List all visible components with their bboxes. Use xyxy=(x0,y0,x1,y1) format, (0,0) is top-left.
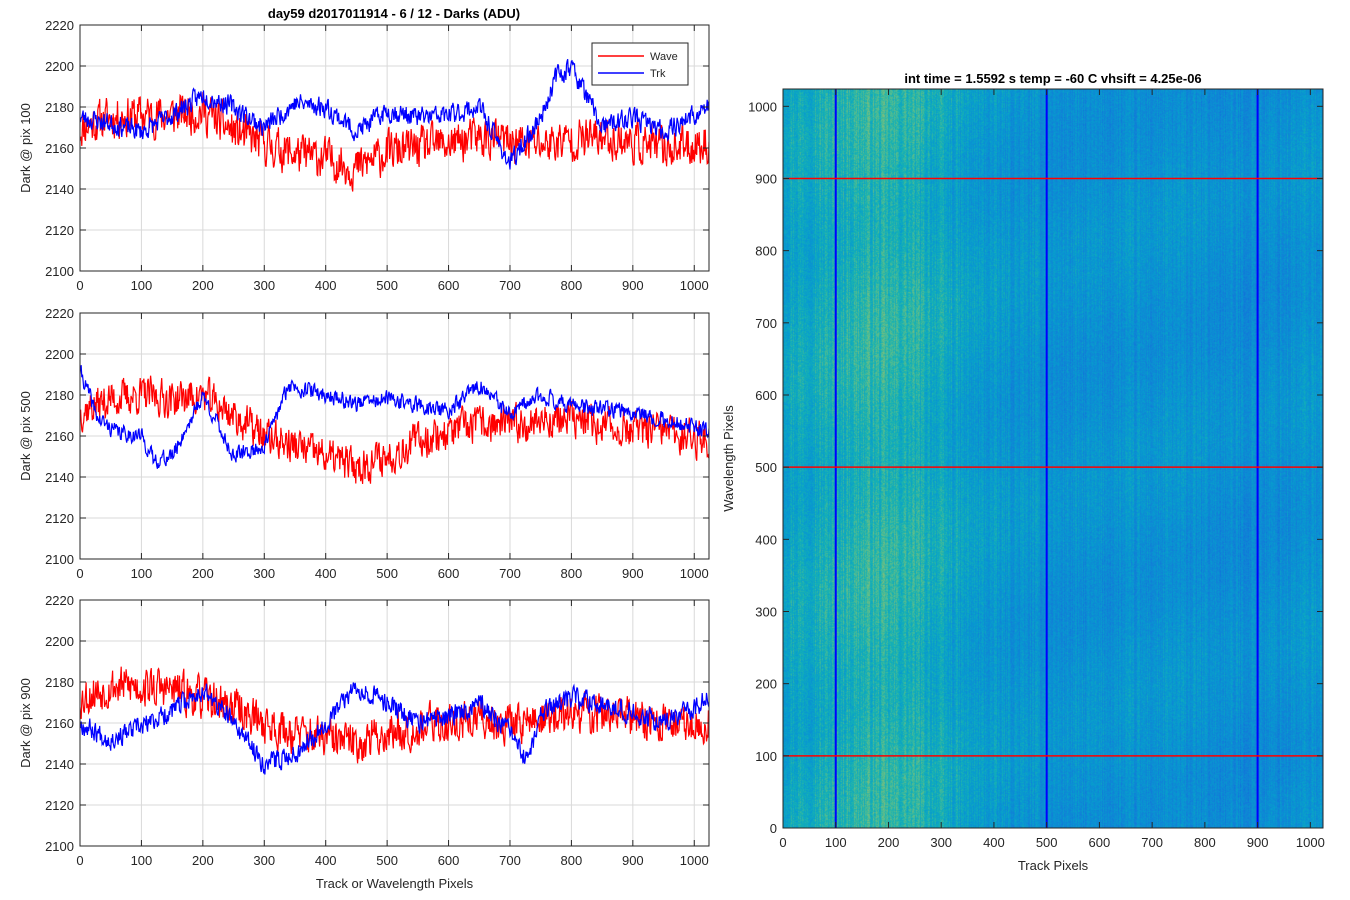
middle-x-tick-label: 900 xyxy=(622,566,644,581)
bottom-x-tick-label: 200 xyxy=(192,853,214,868)
top-y-tick-label: 2200 xyxy=(45,59,74,74)
heatmap-x-tick-label: 700 xyxy=(1141,835,1163,850)
bottom-line-panel: 0 100 200 300 400 500 600 700 800 900 1000 2100 2120… xyxy=(18,593,710,891)
top-x-tick-label: 400 xyxy=(315,278,337,293)
heatmap-x-tick-label: 300 xyxy=(930,835,952,850)
middle-x-tick-label: 600 xyxy=(438,566,460,581)
middle-x-tick-label: 0 xyxy=(76,566,83,581)
top-y-tick-label: 2100 xyxy=(45,264,74,279)
top-x-tick-label: 600 xyxy=(438,278,460,293)
heatmap-x-tick-label: 0 xyxy=(779,835,786,850)
heatmap-canvas xyxy=(783,89,1323,828)
bottom-y-tick-label: 2120 xyxy=(45,798,74,813)
middle-x-tick-label: 100 xyxy=(131,566,153,581)
top-x-tick-label: 500 xyxy=(376,278,398,293)
bottom-y-axis-label: Dark @ pix 900 xyxy=(18,678,33,768)
middle-series-trk-line xyxy=(80,364,709,469)
bottom-y-tick-label: 2100 xyxy=(45,839,74,854)
heatmap-x-axis-label: Track Pixels xyxy=(1018,858,1089,873)
middle-series-wave-line xyxy=(80,375,709,484)
top-y-tick-label: 2220 xyxy=(45,18,74,33)
bottom-y-tick-label: 2200 xyxy=(45,634,74,649)
heatmap-image xyxy=(783,89,1323,828)
legend-label-trk: Trk xyxy=(650,68,666,80)
top-x-tick-label: 100 xyxy=(131,278,153,293)
middle-x-tick-label: 500 xyxy=(376,566,398,581)
top-x-tick-label: 0 xyxy=(76,278,83,293)
heatmap-y-tick-label: 300 xyxy=(755,604,777,619)
bottom-x-tick-label: 1000 xyxy=(680,853,709,868)
heatmap-y-tick-label: 100 xyxy=(755,749,777,764)
bottom-x-tick-label: 900 xyxy=(622,853,644,868)
top-series-trk-line xyxy=(80,59,709,170)
heatmap-x-tick-label: 900 xyxy=(1247,835,1269,850)
heatmap-y-tick-label: 1000 xyxy=(748,99,777,114)
bottom-x-tick-label: 100 xyxy=(131,853,153,868)
middle-y-axis-label: Dark @ pix 500 xyxy=(18,391,33,481)
bottom-y-tick-label: 2160 xyxy=(45,716,74,731)
heatmap-x-tick-label: 1000 xyxy=(1296,835,1325,850)
middle-y-tick-label: 2160 xyxy=(45,429,74,444)
bottom-y-tick-label: 2180 xyxy=(45,675,74,690)
heatmap-y-tick-label: 600 xyxy=(755,388,777,403)
bottom-x-tick-label: 400 xyxy=(315,853,337,868)
top-x-tick-label: 300 xyxy=(253,278,275,293)
heatmap-panel: 0 100 200 300 400 500 600 700 800 900 1000 0 100 200 3… xyxy=(721,71,1325,873)
heatmap-x-tick-label: 200 xyxy=(878,835,900,850)
bottom-x-tick-label: 700 xyxy=(499,853,521,868)
bottom-x-axis-label: Track or Wavelength Pixels xyxy=(316,876,474,891)
top-y-axis-label: Dark @ pix 100 xyxy=(18,103,33,193)
top-y-tick-label: 2180 xyxy=(45,100,74,115)
heatmap-y-axis-label: Wavelength Pixels xyxy=(721,405,736,512)
heatmap-y-tick-label: 500 xyxy=(755,460,777,475)
heatmap-y-tick-label: 700 xyxy=(755,316,777,331)
middle-y-tick-label: 2140 xyxy=(45,470,74,485)
top-x-tick-label: 900 xyxy=(622,278,644,293)
top-y-tick-label: 2160 xyxy=(45,141,74,156)
figure-title: day59 d2017011914 - 6 / 12 - Darks (ADU) xyxy=(268,6,520,21)
middle-y-tick-label: 2180 xyxy=(45,388,74,403)
top-x-tick-label: 700 xyxy=(499,278,521,293)
top-x-tick-label: 1000 xyxy=(680,278,709,293)
heatmap-y-tick-label: 800 xyxy=(755,244,777,259)
middle-x-tick-label: 300 xyxy=(253,566,275,581)
middle-line-panel: 0 100 200 300 400 500 600 700 800 900 1000 2100 2120… xyxy=(18,306,710,581)
top-x-tick-label: 200 xyxy=(192,278,214,293)
top-y-tick-label: 2140 xyxy=(45,182,74,197)
middle-x-tick-label: 700 xyxy=(499,566,521,581)
heatmap-x-tick-label: 100 xyxy=(825,835,847,850)
heatmap-y-tick-label: 900 xyxy=(755,171,777,186)
heatmap-title: int time = 1.5592 s temp = -60 C vhsift … xyxy=(904,71,1201,86)
middle-x-tick-label: 200 xyxy=(192,566,214,581)
heatmap-x-tick-label: 500 xyxy=(1036,835,1058,850)
heatmap-y-tick-label: 200 xyxy=(755,677,777,692)
top-line-panel: 0 100 200 300 400 500 600 700 800 900 1000 2100 2120… xyxy=(18,18,710,293)
middle-y-tick-label: 2220 xyxy=(45,306,74,321)
legend-label-wave: Wave xyxy=(650,51,678,63)
heatmap-x-tick-label: 400 xyxy=(983,835,1005,850)
heatmap-x-tick-label: 600 xyxy=(1089,835,1111,850)
middle-x-tick-label: 800 xyxy=(561,566,583,581)
middle-x-tick-label: 1000 xyxy=(680,566,709,581)
middle-x-tick-label: 400 xyxy=(315,566,337,581)
top-x-tick-label: 800 xyxy=(561,278,583,293)
top-y-tick-label: 2120 xyxy=(45,223,74,238)
middle-y-tick-label: 2100 xyxy=(45,552,74,567)
heatmap-x-tick-label: 800 xyxy=(1194,835,1216,850)
bottom-x-tick-label: 600 xyxy=(438,853,460,868)
bottom-x-tick-label: 800 xyxy=(561,853,583,868)
bottom-x-tick-label: 500 xyxy=(376,853,398,868)
heatmap-y-tick-label: 0 xyxy=(770,821,777,836)
heatmap-axes-box xyxy=(782,88,1324,829)
middle-y-tick-label: 2200 xyxy=(45,347,74,362)
heatmap-y-tick-label: 400 xyxy=(755,532,777,547)
bottom-y-tick-label: 2220 xyxy=(45,593,74,608)
bottom-x-tick-label: 300 xyxy=(253,853,275,868)
bottom-y-tick-label: 2140 xyxy=(45,757,74,772)
middle-y-tick-label: 2120 xyxy=(45,511,74,526)
bottom-series-trk-line xyxy=(80,682,709,775)
bottom-x-tick-label: 0 xyxy=(76,853,83,868)
legend-box xyxy=(591,42,689,86)
